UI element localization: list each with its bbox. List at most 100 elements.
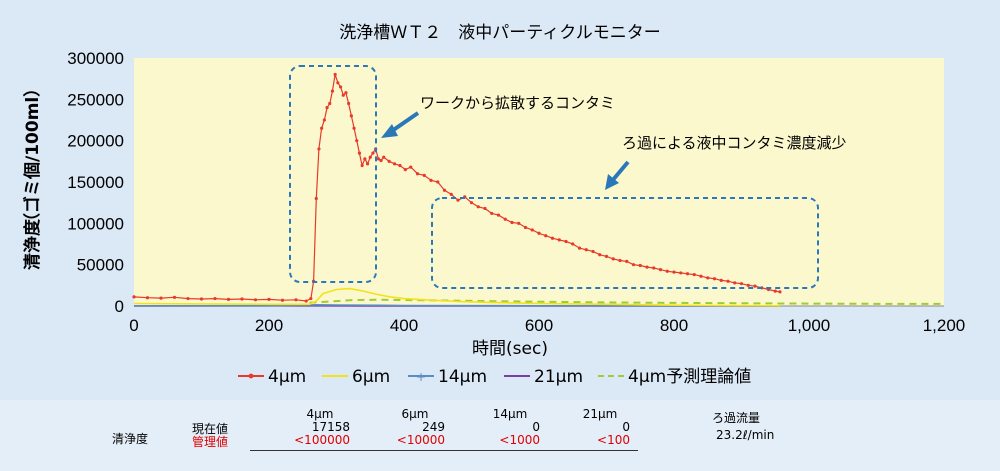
data-point <box>665 269 669 273</box>
annotation-filtration: ろ過による液中コンタミ濃度減少 <box>622 134 847 152</box>
annotation-diffusion: ワークから拡散するコンタミ <box>420 94 615 112</box>
data-point <box>604 254 609 258</box>
data-point <box>403 168 407 172</box>
data-point <box>338 85 343 89</box>
data-point <box>469 201 474 205</box>
col-size-21: 21μm <box>582 407 618 421</box>
data-point <box>726 279 730 283</box>
data-point <box>280 298 285 302</box>
data-point <box>371 151 375 155</box>
data-point <box>550 236 555 240</box>
arrow-2-shaft <box>610 160 630 183</box>
data-point <box>584 248 588 252</box>
y-tick-label: 50000 <box>77 256 124 275</box>
data-point <box>638 263 642 268</box>
data-point <box>365 162 370 166</box>
data-point <box>226 297 231 301</box>
data-point <box>544 234 548 238</box>
data-point <box>645 265 649 269</box>
col-limit-14: <1000 <box>499 433 540 447</box>
data-point <box>571 242 575 246</box>
data-point <box>304 299 308 303</box>
data-point <box>503 217 507 221</box>
data-point <box>314 196 318 201</box>
col-limit-21: <100 <box>597 433 630 447</box>
legend-label-0: 4μm <box>268 367 306 387</box>
data-point <box>652 266 656 270</box>
data-point <box>355 139 359 143</box>
data-point <box>692 272 696 277</box>
data-point <box>778 290 782 294</box>
y-tick-label: 200000 <box>67 132 124 151</box>
data-point <box>132 295 136 299</box>
data-point <box>442 188 447 192</box>
data-point <box>699 274 703 278</box>
data-point <box>449 192 453 196</box>
data-point <box>368 155 372 159</box>
data-point <box>679 271 683 275</box>
data-point <box>352 126 356 130</box>
data-point <box>392 162 397 166</box>
data-point <box>523 225 528 230</box>
x-tick-label: 1,200 <box>923 316 966 335</box>
data-point <box>363 157 367 161</box>
data-point <box>347 101 351 106</box>
limit-value-label: 管理値 <box>192 435 229 449</box>
legend-marker: + <box>416 370 426 384</box>
col-current-21: 0 <box>622 420 630 434</box>
data-point <box>773 289 777 293</box>
data-point <box>611 257 615 261</box>
legend-label-2: 14μm <box>438 367 487 387</box>
data-point <box>360 163 364 168</box>
data-point <box>330 89 335 93</box>
data-point <box>349 114 353 118</box>
data-point <box>267 297 271 301</box>
data-point <box>483 206 487 211</box>
data-point <box>320 126 324 130</box>
data-point <box>537 231 541 235</box>
data-point <box>294 298 298 302</box>
chart-panel: 0 200 400 600 800 1,000 1,200 0 50000 100000 15000… <box>22 23 966 387</box>
flow-rate-value: 23.2ℓ/min <box>716 428 775 442</box>
data-point <box>712 277 717 281</box>
current-value-label: 現在値 <box>192 422 229 436</box>
y-tick-label: 100000 <box>67 214 124 233</box>
data-point <box>429 178 433 182</box>
col-current-6: 249 <box>422 420 445 434</box>
legend-label-4: 4μm予測理論値 <box>628 367 751 387</box>
x-tick-label: 200 <box>255 316 283 335</box>
status-table: 清浄度 現在値 管理値 4μm 17158 <100000 6μm 249 <1… <box>0 400 1000 471</box>
plot-area <box>134 58 944 306</box>
spike-highlight-box <box>289 65 377 283</box>
x-tick-label: 600 <box>525 316 553 335</box>
y-tick-label: 150000 <box>67 173 124 192</box>
series-line-2 <box>134 303 781 307</box>
chart: 0 200 400 600 800 1,000 1,200 0 50000 100000 15000… <box>22 23 966 387</box>
series-line-1 <box>133 287 781 307</box>
table-row-label: 清浄度 <box>112 432 149 446</box>
data-point <box>658 268 663 272</box>
data-point <box>172 295 177 299</box>
data-point <box>618 258 622 263</box>
data-point <box>376 157 380 161</box>
x-tick-label: 800 <box>660 316 688 335</box>
annotation-arrows <box>381 111 630 190</box>
data-point <box>213 296 217 301</box>
data-point <box>309 296 313 301</box>
legend-label-3: 21μm <box>534 367 583 387</box>
data-point <box>564 239 568 244</box>
data-point <box>706 276 710 280</box>
x-tick-label: 400 <box>390 316 418 335</box>
data-point <box>240 297 244 301</box>
col-current-4: 17158 <box>311 420 350 434</box>
data-point <box>145 296 150 300</box>
data-point <box>739 282 744 286</box>
series-line-4 <box>309 298 945 305</box>
data-point <box>387 159 391 163</box>
data-point <box>436 180 440 184</box>
y-axis-label-main: 清浄度 <box>22 218 43 270</box>
data-point <box>422 173 426 177</box>
series-group <box>132 72 945 307</box>
col-size-6: 6μm <box>401 407 429 421</box>
data-point <box>591 249 595 254</box>
